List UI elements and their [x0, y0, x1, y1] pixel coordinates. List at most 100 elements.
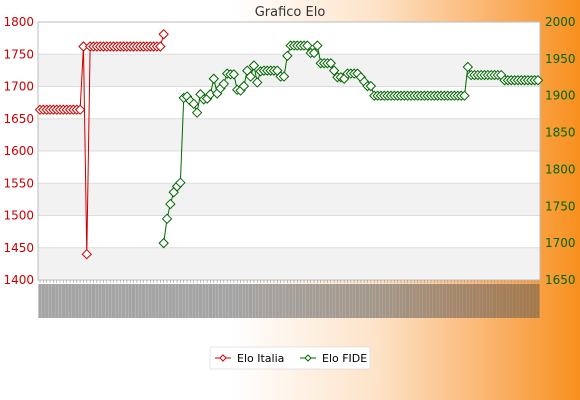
x-tick-label-mark [218, 284, 223, 318]
x-tick-label-mark [255, 284, 259, 318]
x-tick-label-mark [71, 284, 76, 318]
data-point [218, 78, 230, 90]
y-left-tick-label: 1550 [3, 176, 34, 190]
x-tick-label-mark [155, 284, 159, 318]
x-tick-label-mark [258, 284, 263, 318]
data-point [155, 41, 166, 52]
x-tick-label-mark [162, 284, 166, 318]
x-tick-label-mark [245, 284, 249, 318]
x-tick-label-mark [533, 284, 537, 318]
x-tick-label-mark [108, 284, 112, 318]
x-tick-label-mark [58, 284, 62, 318]
y-right-tick-label: 1750 [545, 199, 576, 213]
x-tick-label-mark [536, 284, 540, 318]
y-right-tick-label: 1700 [545, 236, 576, 250]
x-tick-label-mark [138, 284, 142, 318]
x-tick-label-mark [409, 284, 413, 318]
x-tick-label-mark [362, 284, 366, 318]
x-tick-label-mark [332, 284, 336, 318]
x-tick-label-mark [352, 284, 356, 318]
y-left-tick-label: 1400 [3, 273, 34, 287]
x-tick-label-mark [188, 284, 193, 318]
x-tick-label-mark [178, 284, 182, 318]
y-right-tick-label: 1800 [545, 162, 576, 176]
x-tick-label-mark [513, 284, 517, 318]
chart-title: Grafico Elo [255, 5, 326, 20]
x-tick-label-mark [125, 284, 129, 318]
x-tick-label-mark [476, 284, 480, 318]
x-tick-label-mark [61, 284, 65, 318]
y-left-tick-label: 1450 [3, 241, 34, 255]
x-tick-label-mark [292, 284, 296, 318]
data-point [312, 40, 323, 51]
grid-band [38, 118, 540, 151]
y-right-tick-label: 1950 [545, 52, 576, 66]
data-point [252, 77, 263, 88]
x-tick-label-mark [479, 284, 483, 318]
x-tick-label-mark [506, 284, 510, 318]
x-tick-label-mark [315, 284, 320, 318]
x-tick-label-mark [396, 284, 400, 318]
x-tick-label-mark [238, 284, 243, 318]
x-tick-label-mark [175, 284, 179, 318]
x-tick-label-mark [335, 284, 340, 318]
data-point [74, 104, 86, 115]
x-tick-label-mark [429, 284, 433, 318]
x-tick-label-mark [145, 284, 149, 318]
x-tick-label-mark [345, 284, 350, 318]
x-tick-label-mark [523, 284, 527, 318]
x-tick-label-mark [449, 284, 453, 318]
x-tick-label-mark [486, 284, 490, 318]
data-point [282, 50, 293, 62]
x-tick-label-mark [489, 284, 493, 318]
y-right-tick-label: 2000 [545, 15, 576, 29]
x-tick-label-mark [372, 284, 376, 318]
x-tick-label-mark [68, 284, 72, 318]
y-right-tick-label: 1650 [545, 273, 576, 287]
x-tick-label-mark [182, 284, 186, 318]
x-tick-label-mark [302, 284, 306, 318]
x-tick-label-mark [282, 284, 286, 318]
x-tick-label-mark [85, 284, 89, 318]
data-point [191, 107, 203, 118]
grid-band [38, 247, 540, 280]
x-tick-label-mark [342, 284, 346, 318]
data-point [238, 80, 250, 92]
x-tick-label-mark [225, 284, 229, 318]
x-tick-label-mark [389, 284, 393, 318]
x-tick-label-mark [38, 284, 42, 318]
x-tick-label-mark [355, 284, 360, 318]
y-left-tick-label: 1650 [3, 112, 34, 126]
x-tick-label-mark [472, 284, 477, 318]
data-point [278, 71, 290, 82]
x-tick-label-mark [312, 284, 316, 318]
x-tick-label-mark [285, 284, 289, 318]
x-tick-label-mark [529, 284, 533, 318]
x-tick-label-mark [51, 284, 55, 318]
x-tick-label-mark [422, 284, 426, 318]
x-tick-label-mark [235, 284, 239, 318]
x-tick-label-mark [65, 284, 69, 318]
data-point [365, 80, 377, 92]
x-tick-label-mark [88, 284, 92, 318]
x-tick-label-mark [192, 284, 196, 318]
x-tick-label-mark [322, 284, 326, 318]
x-tick-label-mark [91, 284, 96, 318]
x-tick-label-mark [222, 284, 226, 318]
x-tick-label-mark [295, 284, 299, 318]
data-point [325, 58, 336, 69]
x-tick-label-mark [412, 284, 416, 318]
y-left-tick-label: 1500 [3, 209, 34, 223]
y-left-tick-label: 1600 [3, 144, 34, 158]
x-tick-label-mark [439, 284, 443, 318]
x-tick-label-mark [305, 284, 309, 318]
x-tick-label-mark [309, 284, 313, 318]
x-tick-label-mark [242, 284, 246, 318]
x-tick-label-mark [172, 284, 176, 318]
x-tick-label-mark [101, 284, 106, 318]
x-tick-label-mark [158, 284, 162, 318]
legend-marker [304, 354, 312, 362]
legend-box [209, 346, 371, 370]
x-tick-label-mark [519, 284, 523, 318]
